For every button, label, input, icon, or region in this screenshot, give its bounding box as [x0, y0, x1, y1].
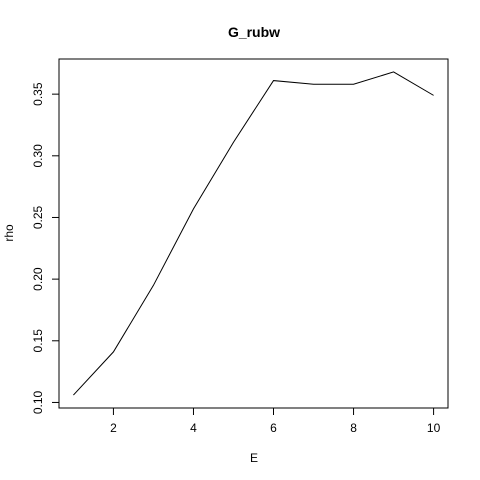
x-tick-label: 10	[427, 421, 441, 435]
x-tick-label: 2	[110, 421, 117, 435]
x-tick-label: 8	[350, 421, 357, 435]
x-tick-label: 4	[190, 421, 197, 435]
x-axis-label: E	[250, 451, 258, 465]
x-axis: 2 4 6 8 10	[110, 408, 441, 435]
y-tick-label: 0.10	[31, 390, 45, 414]
plot-frame	[58, 58, 449, 409]
y-axis: 0.10 0.15 0.20 0.25 0.30 0.35	[31, 82, 59, 414]
y-tick-label: 0.25	[31, 205, 45, 229]
series-layer	[73, 71, 434, 396]
y-tick-label: 0.15	[31, 329, 45, 353]
x-tick-label: 6	[270, 421, 277, 435]
chart-title: G_rubw	[228, 24, 280, 40]
y-tick-label: 0.30	[31, 144, 45, 168]
y-tick-label: 0.35	[31, 82, 45, 106]
y-tick-label: 0.20	[31, 267, 45, 291]
series-line	[73, 71, 434, 396]
y-axis-label: rho	[2, 224, 16, 242]
